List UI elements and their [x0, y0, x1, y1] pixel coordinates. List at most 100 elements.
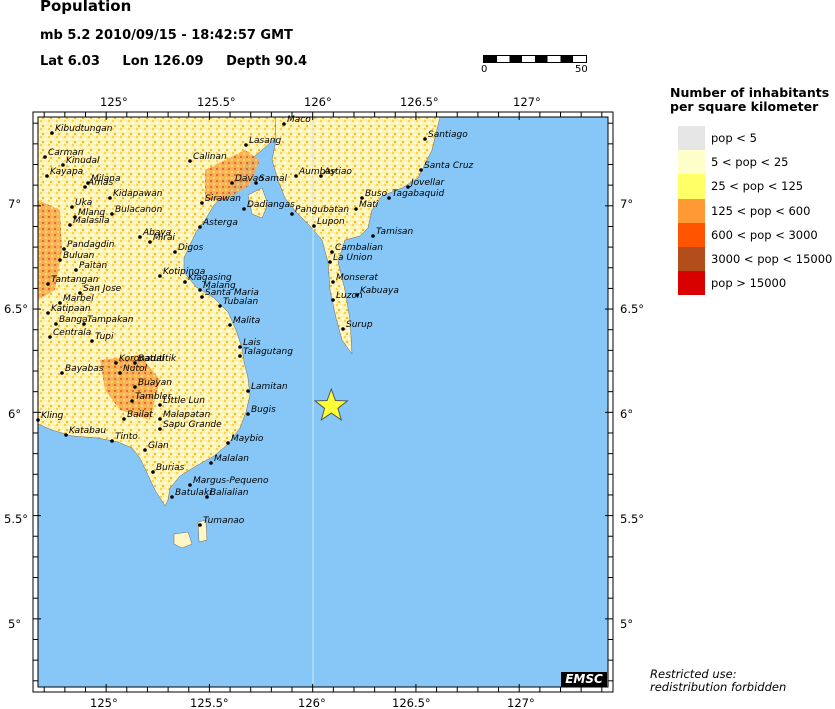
- place-label: Luzon: [336, 291, 363, 301]
- place-dot-icon: [330, 250, 334, 254]
- legend-label: 125 < pop < 600: [711, 203, 811, 218]
- map-title: Population: [40, 0, 132, 15]
- place-marker: San Jose: [78, 284, 122, 295]
- place-dot-icon: [58, 258, 62, 262]
- place-dot-icon: [341, 327, 345, 331]
- place-label: Uka: [75, 198, 92, 208]
- place-dot-icon: [360, 196, 364, 200]
- place-dot-icon: [294, 174, 298, 178]
- place-dot-icon: [86, 181, 90, 185]
- lat-tick-label: 6.5°: [620, 302, 644, 316]
- place-marker: Burias: [151, 463, 185, 474]
- place-dot-icon: [43, 155, 47, 159]
- place-dot-icon: [319, 174, 323, 178]
- place-dot-icon: [45, 174, 49, 178]
- place-marker: Buso: [360, 189, 388, 200]
- place-marker: Abaya: [138, 228, 171, 239]
- place-marker: Uka: [70, 198, 92, 209]
- place-label: Pandagdin: [67, 240, 115, 250]
- lat-tick-label: 5°: [8, 617, 21, 631]
- place-dot-icon: [312, 224, 316, 228]
- place-marker: Lais: [238, 338, 261, 349]
- place-marker: Samal: [254, 174, 288, 185]
- place-label: Monserat: [336, 273, 378, 283]
- place-dot-icon: [290, 212, 294, 216]
- place-marker: Paitan: [74, 261, 107, 272]
- place-dot-icon: [70, 205, 74, 209]
- usage-notice-line2: redistribution forbidden: [650, 680, 787, 694]
- place-dot-icon: [423, 137, 427, 141]
- lon-tick-labels-bottom: 125° 125.5° 126° 126.5° 127°: [90, 696, 535, 709]
- place-label: Margus-Pequeno: [193, 476, 269, 486]
- scale-min-label: 0: [481, 64, 488, 75]
- legend-label: 600 < pop < 3000: [711, 227, 818, 242]
- epicenter-star-icon[interactable]: [313, 387, 349, 422]
- place-dot-icon: [61, 163, 65, 167]
- place-label: Bayabas: [65, 364, 104, 374]
- place-label: Buso: [365, 189, 388, 199]
- place-dot-icon: [205, 495, 209, 499]
- place-marker: Asterga: [198, 218, 238, 229]
- place-label: Carman: [48, 148, 84, 158]
- place-marker: Malalan: [209, 454, 249, 465]
- place-label: Malang: [203, 281, 236, 291]
- place-dot-icon: [158, 417, 162, 421]
- place-marker: Batulaki: [170, 488, 212, 499]
- place-dot-icon: [108, 196, 112, 200]
- legend-item: 25 < pop < 125: [678, 174, 835, 199]
- place-label: Tambler: [135, 392, 173, 402]
- lon-tick-label: 125.5°: [190, 696, 229, 709]
- place-dot-icon: [331, 298, 335, 302]
- place-label: Davao: [235, 174, 264, 184]
- place-label: Marbel: [63, 294, 94, 304]
- place-label: Malapatan: [163, 410, 211, 420]
- place-label: Batulaki: [175, 488, 212, 498]
- land-dense-davao: [205, 150, 260, 200]
- place-marker: Aumbay: [294, 167, 337, 178]
- place-marker: Luzon: [331, 291, 363, 302]
- depth-value: Depth 90.4: [226, 54, 308, 69]
- place-marker: Malang: [198, 281, 236, 292]
- place-label: Malalan: [214, 454, 249, 464]
- place-labels: Maco Kibudtungan Lasang Santiago CarmanKinud…: [36, 115, 474, 527]
- legend-item: 600 < pop < 3000: [678, 222, 835, 247]
- place-marker: Kabuaya: [355, 286, 399, 297]
- legend-item: pop > 15000: [678, 271, 835, 296]
- place-dot-icon: [73, 215, 77, 219]
- place-dot-icon: [78, 291, 82, 295]
- place-label: La Union: [333, 253, 373, 263]
- place-marker: Lupon: [312, 217, 345, 228]
- place-dot-icon: [130, 399, 134, 403]
- place-label: Banga: [59, 315, 88, 325]
- place-label: Mati: [359, 200, 379, 210]
- place-dot-icon: [90, 339, 94, 343]
- place-dot-icon: [151, 470, 155, 474]
- longitude-value: Lon 126.09: [122, 54, 204, 69]
- place-marker: Banga: [54, 315, 88, 326]
- event-location: Lat 6.03 Lon 126.09 Depth 90.4: [40, 54, 325, 69]
- place-label: Dadiangas: [247, 200, 295, 210]
- place-label: Kinudal: [66, 156, 100, 166]
- place-marker: Lamitan: [246, 382, 288, 393]
- place-label: Amas: [87, 178, 113, 188]
- place-dot-icon: [133, 385, 137, 389]
- place-label: Burias: [156, 463, 185, 473]
- place-marker: Bailat: [122, 410, 153, 421]
- place-marker: Monserat: [331, 273, 378, 284]
- place-marker: Carman: [43, 148, 84, 159]
- place-label: Santa Cruz: [424, 161, 474, 171]
- place-dot-icon: [138, 235, 142, 239]
- place-label: Nutol: [123, 364, 147, 374]
- place-dot-icon: [110, 439, 114, 443]
- place-label: Calinan: [193, 152, 227, 162]
- place-dot-icon: [355, 293, 359, 297]
- place-label: Sirawan: [205, 194, 241, 204]
- place-marker: Little Lun: [158, 396, 205, 407]
- place-dot-icon: [46, 282, 50, 286]
- place-dot-icon: [173, 250, 177, 254]
- land-mindanao-east: [271, 116, 441, 355]
- place-dot-icon: [228, 323, 232, 327]
- place-dot-icon: [82, 322, 86, 326]
- place-marker: Mati: [354, 200, 379, 211]
